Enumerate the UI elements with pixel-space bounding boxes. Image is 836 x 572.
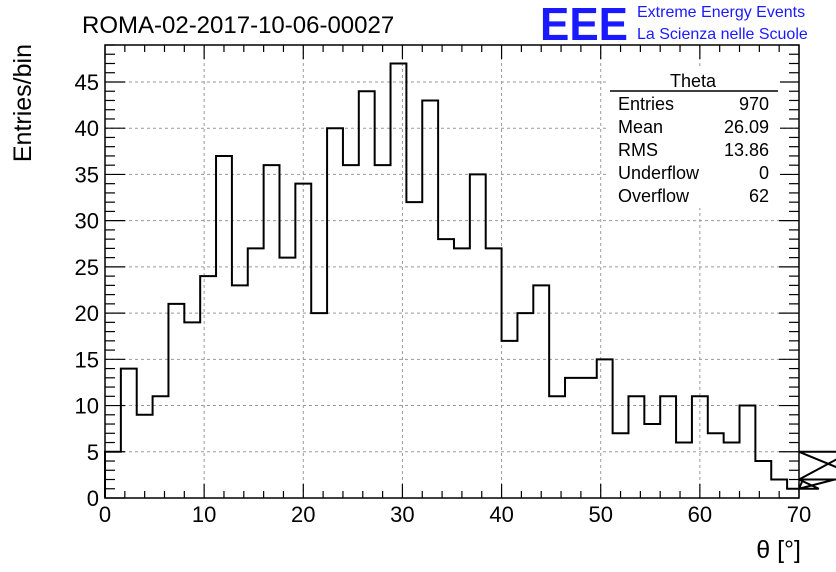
x-tick-label: 40 (489, 502, 513, 527)
y-tick-label: 40 (75, 116, 99, 141)
x-tick-label: 20 (291, 502, 315, 527)
x-axis-label: θ [°] (756, 536, 801, 564)
logo-line-1: Extreme Energy Events (637, 4, 805, 21)
logo-letters: EEE (540, 0, 628, 50)
x-tick-label: 70 (787, 502, 811, 527)
stats-row-value: 26.09 (724, 117, 769, 137)
histogram-series-theta (104, 62, 836, 498)
y-tick-label: 25 (75, 255, 99, 280)
x-tick-label: 30 (390, 502, 414, 527)
y-tick-label: 5 (87, 440, 99, 465)
stats-row-label: Overflow (618, 186, 690, 206)
plot-frame (104, 44, 800, 499)
stats-row-label: RMS (618, 140, 658, 160)
stats-row-value: 0 (759, 163, 769, 183)
y-tick-label: 0 (87, 486, 99, 511)
eee-logo: EEE Extreme Energy Events La Scienza nel… (540, 0, 808, 50)
y-tick-label: 15 (75, 347, 99, 372)
plot-title: ROMA-02-2017-10-06-00027 (82, 12, 394, 39)
y-axis-label: Entries/bin (9, 44, 37, 162)
x-tick-label: 50 (588, 502, 612, 527)
stats-title: Theta (670, 71, 717, 91)
y-tick-label: 20 (75, 301, 99, 326)
x-tick-label: 60 (688, 502, 712, 527)
y-tick-label: 35 (75, 162, 99, 187)
stats-row-value: 970 (739, 94, 769, 114)
logo-line-2: La Scienza nelle Scuole (637, 26, 808, 43)
y-tick-label: 10 (75, 394, 99, 419)
stats-row-label: Underflow (618, 163, 700, 183)
stats-box: Theta Entries 970 Mean 26.09 RMS 13.86 Underfl… (608, 68, 780, 208)
x-tick-label: 0 (99, 502, 111, 527)
x-tick-labels: 0 10 20 30 40 50 60 70 (99, 502, 811, 527)
stats-row-value: 13.86 (724, 140, 769, 160)
y-tick-label: 45 (75, 70, 99, 95)
x-tick-label: 10 (192, 502, 216, 527)
stats-row-value: 62 (749, 186, 769, 206)
stats-row-label: Mean (618, 117, 663, 137)
axis-ticks (104, 44, 800, 499)
stats-row-label: Entries (618, 94, 674, 114)
y-tick-labels: 0 5 10 15 20 25 30 35 40 45 (75, 70, 99, 511)
y-tick-label: 30 (75, 209, 99, 234)
